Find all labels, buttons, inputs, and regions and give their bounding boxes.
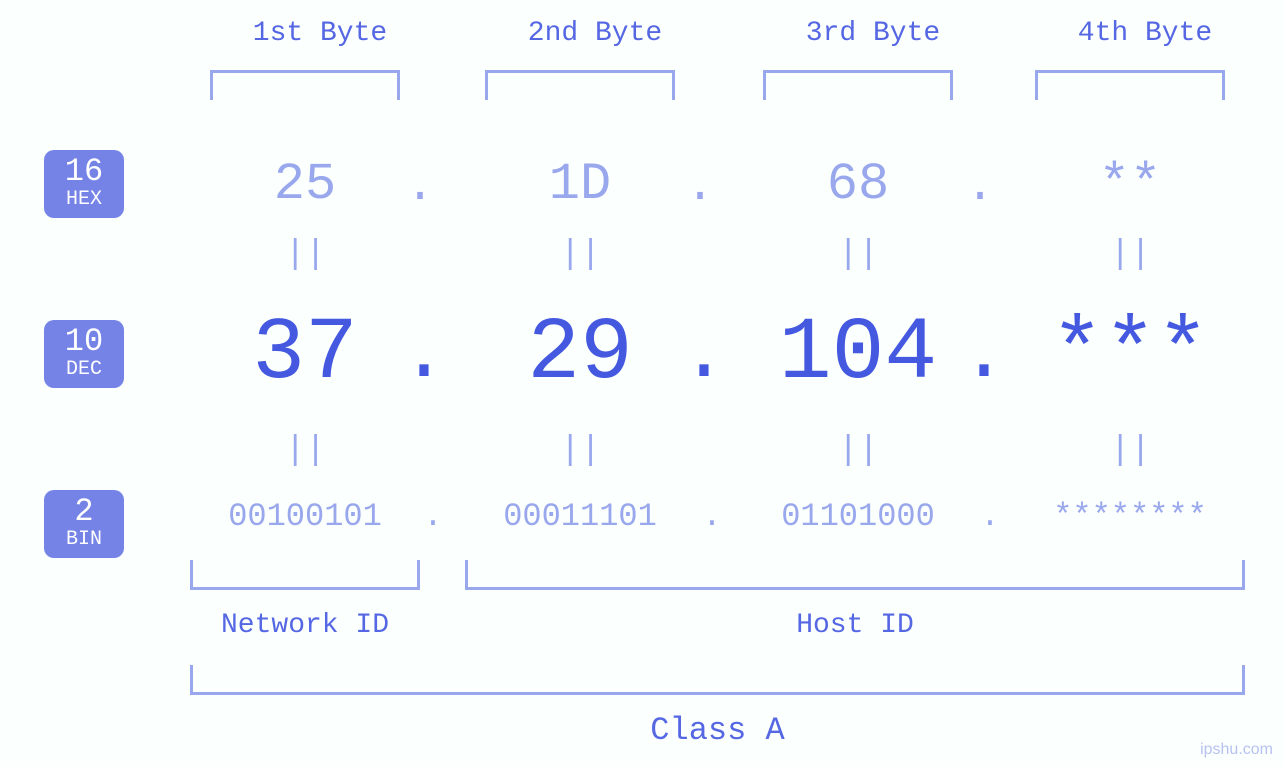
byte-bracket-3	[763, 70, 953, 100]
base-badge-bin-num: 2	[44, 496, 124, 528]
eq-hex-dec-4: ||	[1110, 236, 1150, 274]
eq-dec-bin-3: ||	[838, 432, 878, 470]
ip-diagram: 1st Byte 2nd Byte 3rd Byte 4th Byte 16 H…	[0, 0, 1285, 767]
byte-label-4: 4th Byte	[1070, 18, 1220, 49]
base-badge-bin-txt: BIN	[44, 530, 124, 550]
watermark: ipshu.com	[1200, 741, 1273, 759]
byte-label-2: 2nd Byte	[520, 18, 670, 49]
network-id-label: Network ID	[190, 610, 420, 641]
host-bracket	[465, 560, 1245, 590]
hex-dot-3: .	[960, 160, 1000, 214]
byte-label-1: 1st Byte	[245, 18, 395, 49]
host-id-label: Host ID	[465, 610, 1245, 641]
network-bracket	[190, 560, 420, 590]
bin-byte-3: 01101000	[743, 498, 973, 535]
dec-byte-3: 104	[743, 305, 973, 404]
bin-byte-2: 00011101	[465, 498, 695, 535]
byte-bracket-2	[485, 70, 675, 100]
class-label: Class A	[190, 712, 1245, 749]
base-badge-bin: 2 BIN	[44, 490, 124, 558]
base-badge-hex-txt: HEX	[44, 190, 124, 210]
bin-byte-4: ********	[1015, 498, 1245, 535]
eq-hex-dec-1: ||	[285, 236, 325, 274]
eq-dec-bin-1: ||	[285, 432, 325, 470]
base-badge-hex: 16 HEX	[44, 150, 124, 218]
base-badge-hex-num: 16	[44, 156, 124, 188]
dec-dot-2: .	[680, 310, 720, 401]
dec-byte-1: 37	[190, 305, 420, 404]
bin-dot-2: .	[692, 498, 732, 535]
dec-dot-1: .	[400, 310, 440, 401]
eq-hex-dec-3: ||	[838, 236, 878, 274]
dec-byte-4: ***	[1015, 305, 1245, 404]
eq-dec-bin-4: ||	[1110, 432, 1150, 470]
base-badge-dec: 10 DEC	[44, 320, 124, 388]
hex-byte-2: 1D	[465, 155, 695, 214]
hex-byte-4: **	[1015, 155, 1245, 214]
bin-byte-1: 00100101	[190, 498, 420, 535]
eq-hex-dec-2: ||	[560, 236, 600, 274]
base-badge-dec-num: 10	[44, 326, 124, 358]
class-bracket	[190, 665, 1245, 695]
dec-dot-3: .	[960, 310, 1000, 401]
base-badge-dec-txt: DEC	[44, 360, 124, 380]
byte-bracket-4	[1035, 70, 1225, 100]
hex-dot-1: .	[400, 160, 440, 214]
hex-byte-1: 25	[190, 155, 420, 214]
bin-dot-1: .	[413, 498, 453, 535]
byte-bracket-1	[210, 70, 400, 100]
byte-label-3: 3rd Byte	[798, 18, 948, 49]
eq-dec-bin-2: ||	[560, 432, 600, 470]
dec-byte-2: 29	[465, 305, 695, 404]
hex-dot-2: .	[680, 160, 720, 214]
hex-byte-3: 68	[743, 155, 973, 214]
bin-dot-3: .	[970, 498, 1010, 535]
